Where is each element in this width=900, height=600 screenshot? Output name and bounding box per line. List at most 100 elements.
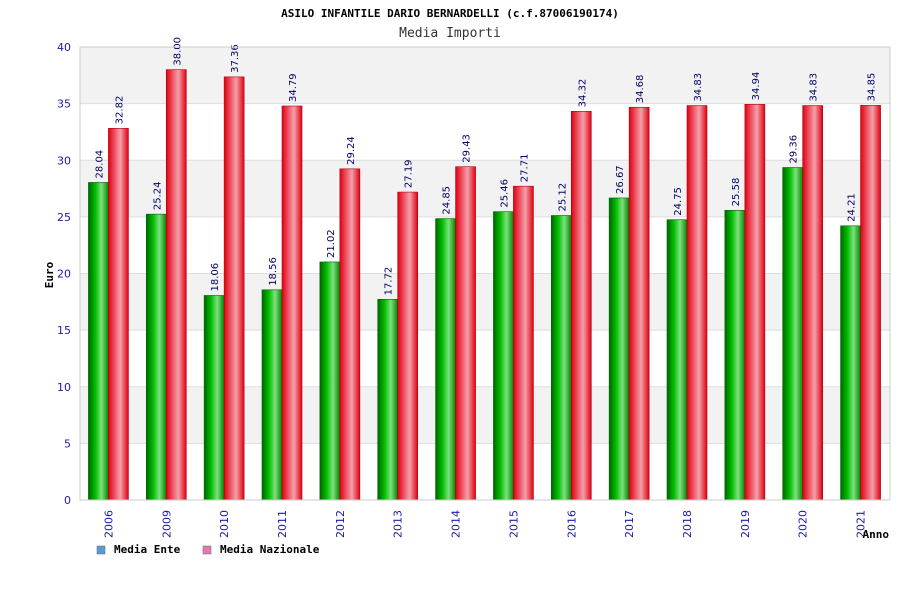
x-tick-label: 2015 — [507, 510, 520, 538]
x-tick-label: 2014 — [450, 510, 463, 538]
bar-media-nazionale-2017 — [628, 106, 650, 501]
data-label: 32.82 — [114, 96, 125, 125]
bar-media-nazionale-2016 — [570, 111, 592, 501]
x-tick-label: 2011 — [276, 510, 289, 538]
grid-band — [80, 216, 890, 274]
data-label: 18.56 — [268, 257, 279, 286]
bar-media-nazionale-2014 — [455, 166, 476, 501]
x-tick-label: 2020 — [797, 510, 810, 538]
bar-media-nazionale-2006 — [108, 128, 129, 501]
legend-label-media-ente: Media Ente — [114, 543, 181, 556]
data-label: 34.79 — [288, 73, 299, 102]
bar-media-ente-2020 — [782, 167, 804, 501]
data-label: 25.46 — [499, 179, 510, 208]
bar-media-nazionale-2018 — [686, 105, 708, 501]
data-label: 24.85 — [442, 186, 453, 215]
data-label: 25.12 — [557, 183, 568, 212]
grid-band — [80, 386, 890, 444]
data-label: 26.67 — [615, 165, 626, 194]
data-label: 18.06 — [210, 263, 221, 292]
y-tick-label: 25 — [57, 211, 71, 224]
bar-media-ente-2011 — [261, 289, 283, 501]
chart-subtitle: Media Importi — [399, 26, 501, 41]
bars: 28.04 32.82 25.24 38.00 18.06 37.36 18.56 34.79… — [88, 37, 881, 501]
x-tick-label: 2009 — [160, 510, 173, 538]
y-tick-label: 10 — [57, 381, 71, 394]
legend-label-media-nazionale: Media Nazionale — [220, 543, 320, 556]
bar-media-ente-2015 — [493, 211, 514, 501]
bar-media-nazionale-2013 — [397, 191, 419, 501]
bar-media-nazionale-2012 — [339, 168, 361, 501]
x-tick-label: 2010 — [218, 510, 231, 538]
x-tick-label: 2012 — [334, 510, 347, 538]
data-label: 17.72 — [384, 267, 395, 296]
data-label: 21.02 — [326, 229, 337, 258]
bar-media-nazionale-2010 — [223, 76, 245, 501]
legend: Media Ente Media Nazionale — [96, 543, 320, 556]
bar-media-nazionale-2021 — [860, 105, 881, 501]
data-label: 34.83 — [693, 73, 704, 102]
y-tick-label: 20 — [57, 268, 71, 281]
bar-media-ente-2009 — [145, 213, 167, 501]
data-label: 25.24 — [152, 182, 163, 211]
data-label: 34.83 — [809, 73, 820, 102]
y-axis-label: Euro — [43, 261, 56, 288]
data-label: 34.85 — [867, 73, 878, 102]
bar-media-ente-2010 — [203, 295, 225, 501]
grid-band — [80, 330, 890, 387]
grid-band — [80, 273, 890, 331]
data-label: 38.00 — [172, 37, 183, 66]
bar-media-nazionale-2011 — [281, 105, 303, 501]
bar-media-nazionale-2009 — [165, 69, 187, 501]
axes: 0 5 10 15 20 25 30 35 40 2006 2009 2010 2011 2012 2013… — [57, 41, 891, 538]
grid-band — [80, 443, 890, 500]
grid — [80, 46, 890, 501]
bar-media-ente-2012 — [319, 261, 341, 501]
chart-title: ASILO INFANTILE DARIO BERNARDELLI (c.f.8… — [281, 7, 619, 20]
y-tick-label: 40 — [57, 41, 71, 54]
bar-media-ente-2019 — [724, 210, 746, 501]
data-label: 34.94 — [751, 72, 762, 101]
x-tick-label: 2016 — [565, 510, 578, 538]
x-tick-label: 2019 — [739, 510, 752, 538]
data-label: 24.75 — [673, 187, 684, 216]
bar-media-ente-2018 — [666, 219, 688, 501]
data-label: 29.36 — [789, 135, 800, 164]
bar-media-ente-2006 — [88, 182, 109, 501]
y-tick-label: 30 — [57, 154, 71, 167]
bar-media-ente-2013 — [377, 299, 399, 501]
data-label: 24.21 — [847, 193, 858, 222]
bar-media-ente-2016 — [550, 215, 572, 501]
x-tick-label: 2017 — [623, 510, 636, 538]
y-tick-label: 0 — [64, 494, 71, 507]
x-tick-label: 2021 — [855, 510, 868, 538]
grid-band — [80, 103, 890, 161]
bar-media-nazionale-2020 — [802, 105, 824, 501]
data-label: 29.43 — [462, 134, 473, 163]
data-label: 29.24 — [346, 136, 357, 165]
plot-border — [79, 46, 891, 501]
data-label: 34.32 — [577, 79, 588, 108]
data-label: 25.58 — [731, 178, 742, 207]
data-label: 34.68 — [635, 75, 646, 104]
x-tick-label: 2006 — [102, 510, 115, 538]
data-label: 37.36 — [230, 44, 241, 73]
bar-media-nazionale-2015 — [513, 185, 534, 501]
bar-media-ente-2017 — [608, 197, 630, 501]
data-label: 27.71 — [519, 154, 530, 183]
x-tick-label: 2013 — [392, 510, 405, 538]
x-tick-label: 2018 — [681, 510, 694, 538]
y-tick-label: 15 — [57, 324, 71, 337]
y-tick-label: 35 — [57, 98, 71, 111]
bar-media-nazionale-2019 — [744, 104, 766, 501]
legend-swatch-media-nazionale — [202, 545, 212, 555]
data-label: 27.19 — [404, 159, 415, 188]
x-axis-label: Anno — [863, 528, 890, 541]
data-label: 28.04 — [94, 150, 105, 179]
bar-media-ente-2021 — [840, 225, 861, 501]
bar-media-ente-2014 — [435, 218, 456, 501]
grid-band — [80, 47, 890, 104]
y-tick-label: 5 — [64, 437, 71, 450]
legend-swatch-media-ente — [96, 545, 106, 555]
